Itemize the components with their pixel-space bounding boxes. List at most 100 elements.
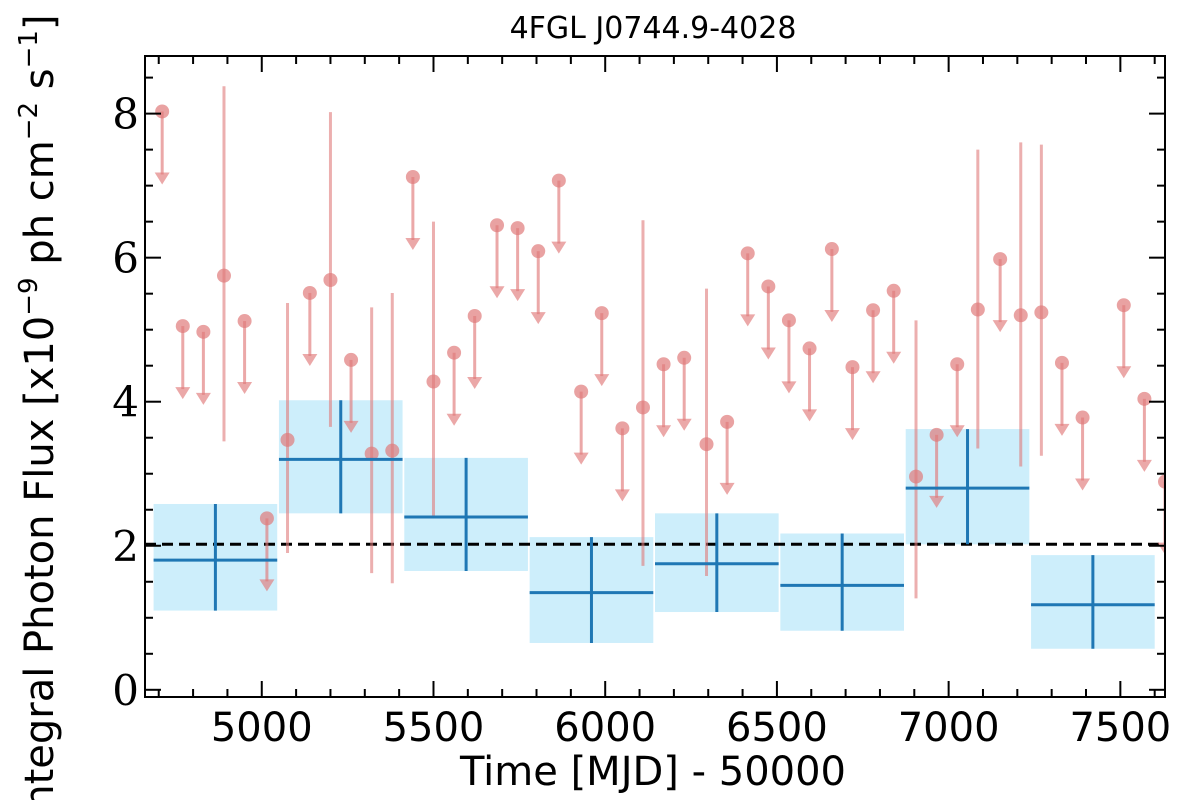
- upper-limit-point: [1075, 410, 1090, 425]
- upper-limit-point: [1158, 474, 1165, 489]
- upper-limit-arrow-head: [929, 495, 945, 508]
- upper-limit-arrow-head: [405, 237, 421, 250]
- upper-limit-arrow-head: [824, 310, 840, 323]
- upper-limit-arrow-head: [802, 409, 818, 422]
- upper-limit-point: [886, 283, 901, 298]
- upper-limit-arrow-head: [573, 452, 589, 465]
- upper-limit-point: [993, 252, 1008, 267]
- upper-limit-arrow-head: [302, 353, 318, 366]
- upper-limit-point: [781, 313, 796, 328]
- upper-limit-arrow-head: [760, 347, 776, 360]
- upper-limit-arrow-head: [781, 381, 797, 394]
- upper-limit-arrow-head: [1075, 478, 1091, 491]
- upper-limit-arrow-head: [551, 241, 567, 254]
- chart-title: 4FGL J0744.9-4028: [510, 11, 797, 46]
- upper-limit-arrow-head: [237, 382, 253, 395]
- upper-limit-point: [740, 246, 755, 261]
- upper-limit-point: [551, 173, 566, 188]
- upper-limit-point: [344, 352, 359, 367]
- upper-limit-point: [405, 169, 420, 184]
- plot-area: [145, 86, 1165, 649]
- upper-limit-arrow-head: [467, 377, 483, 390]
- upper-limit-point: [656, 357, 671, 372]
- upper-limit-point: [1137, 391, 1152, 406]
- upper-limit-arrow-head: [259, 579, 275, 592]
- upper-limit-arrow-head: [844, 428, 860, 441]
- upper-limit-point: [531, 244, 546, 259]
- fine-bin-point: [1034, 305, 1049, 320]
- upper-limit-point: [510, 221, 525, 236]
- upper-limit-point: [824, 242, 839, 257]
- upper-limit-point: [1054, 355, 1069, 370]
- y-tick-label: 0: [112, 666, 139, 715]
- y-tick-label: 6: [112, 234, 139, 283]
- plot-frame: [144, 55, 1166, 698]
- upper-limit-arrow-head: [343, 420, 359, 433]
- upper-limit-point: [761, 279, 776, 294]
- plot-contents: [145, 86, 1165, 649]
- x-tick-label: 5000: [211, 705, 313, 751]
- fine-bin-point: [635, 400, 650, 415]
- upper-limit-point: [615, 421, 630, 436]
- upper-limit-arrow-head: [676, 418, 692, 431]
- x-axis-label: Time [MJD] - 50000: [459, 749, 846, 795]
- upper-limit-point: [950, 357, 965, 372]
- upper-limit-arrow-head: [1054, 423, 1070, 436]
- y-axis-label: Integral Photon Flux [x10−9 ph cm−2 s−1]: [14, 14, 63, 800]
- fine-bin-point: [385, 443, 400, 458]
- fine-bin-point: [364, 446, 379, 461]
- axes: 5000 5500 6000 6500 7000 7500 0 2 4 6 8: [112, 55, 1171, 751]
- upper-limit-arrow-head: [656, 425, 672, 438]
- x-tick-label: 7000: [898, 705, 1000, 751]
- upper-limit-point: [720, 414, 735, 429]
- upper-limit-point: [196, 324, 211, 339]
- upper-limit-arrow-head: [175, 387, 191, 400]
- upper-limit-arrow-head: [719, 482, 735, 495]
- fine-bin-point: [970, 302, 985, 317]
- fine-bin-point: [909, 469, 924, 484]
- upper-limit-point: [259, 511, 274, 526]
- upper-limit-arrow-head: [1136, 459, 1152, 472]
- upper-limit-arrow-head: [614, 489, 630, 502]
- fine-bin-point: [216, 268, 231, 283]
- upper-limit-arrow-head: [446, 413, 462, 426]
- fine-bin-point: [426, 374, 441, 389]
- x-tick-label: 6500: [726, 705, 828, 751]
- upper-limit-point: [447, 345, 462, 360]
- upper-limit-point: [929, 427, 944, 442]
- upper-limit-arrow-head: [195, 392, 211, 405]
- upper-limit-point: [237, 314, 252, 329]
- upper-limit-point: [175, 319, 190, 334]
- upper-limit-arrow-head: [1116, 366, 1132, 379]
- upper-limit-arrow-head: [992, 320, 1008, 333]
- x-tick-label: 6000: [554, 705, 656, 751]
- upper-limit-point: [677, 350, 692, 365]
- upper-limit-point: [866, 303, 881, 318]
- upper-limit-arrow-head: [865, 371, 881, 384]
- upper-limit-point: [802, 341, 817, 356]
- upper-limit-point: [467, 309, 482, 324]
- upper-limit-point: [1116, 298, 1131, 313]
- upper-limit-arrow-head: [949, 425, 965, 438]
- upper-limit-point: [574, 384, 589, 399]
- upper-limit-arrow-head: [740, 314, 756, 327]
- x-tick-label: 7500: [1069, 705, 1171, 751]
- fine-bin-point: [1013, 308, 1028, 323]
- fine-bin-point: [323, 272, 338, 287]
- y-tick-label: 4: [112, 378, 139, 427]
- upper-limit-arrow-head: [530, 312, 546, 325]
- x-tick-label: 5500: [383, 705, 485, 751]
- y-tick-label: 8: [112, 90, 139, 139]
- upper-limit-arrow-head: [489, 286, 505, 299]
- upper-limit-point: [155, 104, 170, 119]
- upper-limit-point: [302, 285, 317, 300]
- upper-limit-arrow-head: [594, 374, 610, 387]
- upper-limit-point: [845, 360, 860, 375]
- y-tick-label: 2: [112, 522, 139, 571]
- fine-bin-point: [699, 437, 714, 452]
- upper-limit-arrow-head: [154, 172, 170, 185]
- upper-limit-point: [594, 306, 609, 321]
- fine-bin-point: [280, 432, 295, 447]
- upper-limit-arrow-head: [510, 289, 526, 302]
